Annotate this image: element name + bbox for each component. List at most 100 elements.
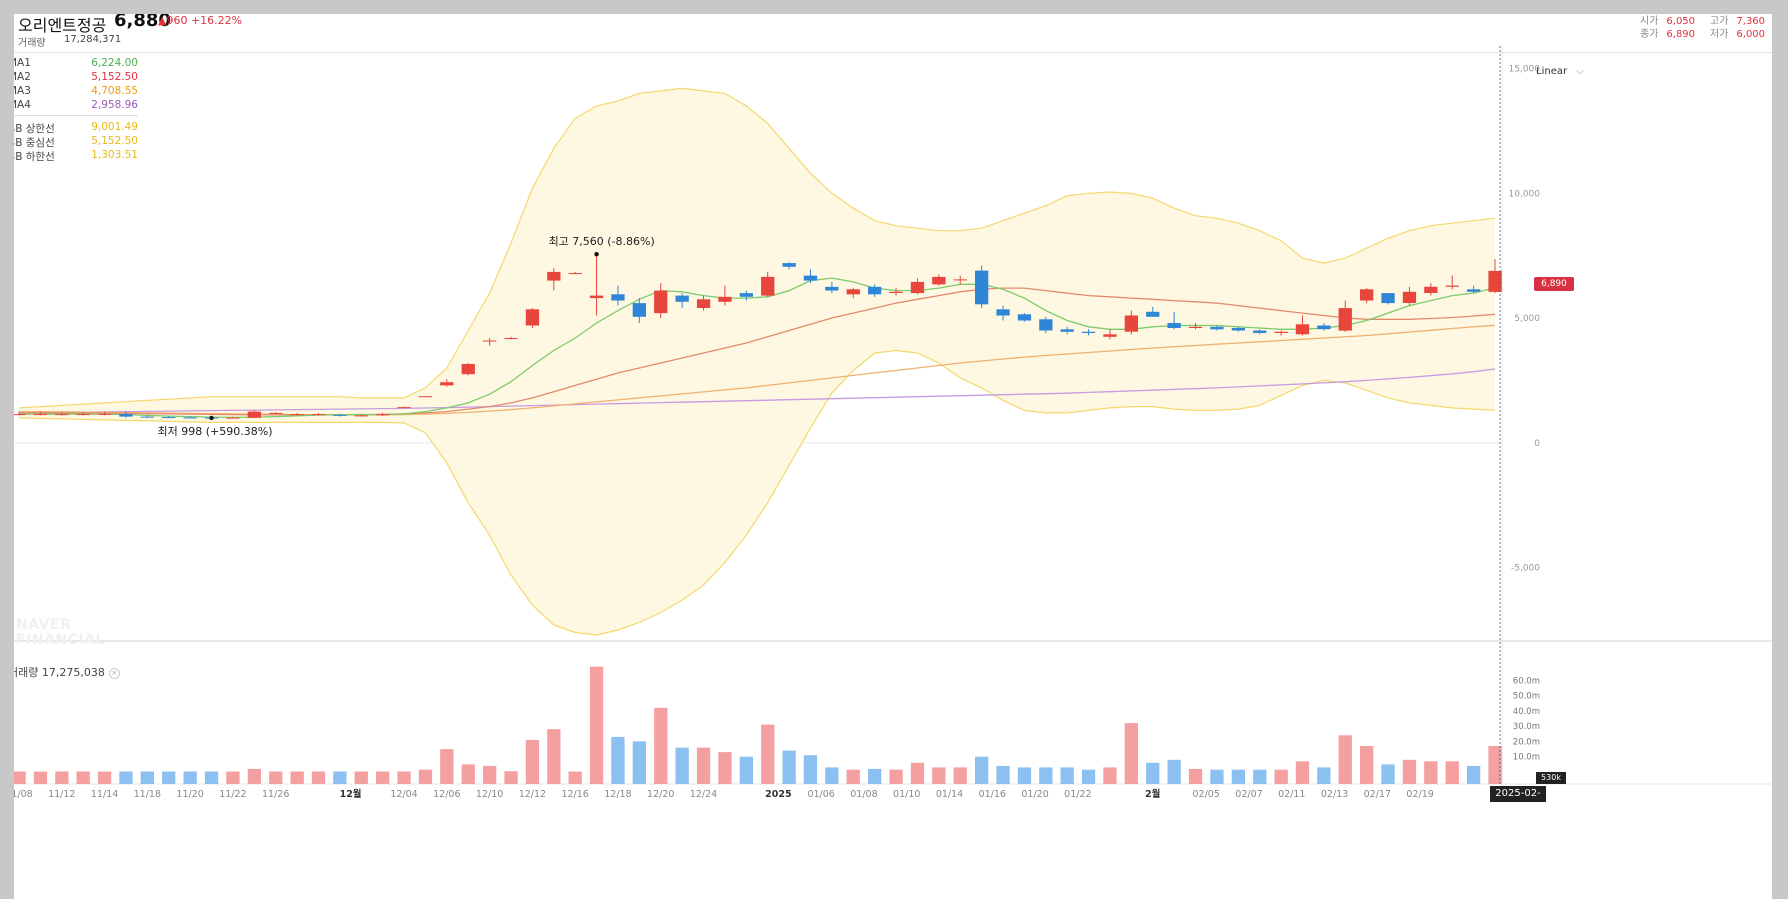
candle-body [354, 415, 368, 417]
candle-body [975, 270, 989, 305]
volume-bar [568, 771, 582, 784]
volume-bar [846, 769, 860, 784]
volume-bar [504, 771, 518, 784]
close-icon[interactable]: × [108, 668, 120, 679]
time-tick-label: 11/08 [14, 789, 33, 800]
legend-value: 6,224.00 [91, 57, 138, 69]
close-value: 6,890 [1666, 29, 1696, 40]
volume-bar [739, 756, 753, 784]
legend-name: BB 중심선 [14, 137, 55, 149]
candle-body [910, 281, 925, 294]
ma2-line [19, 287, 1496, 416]
candle-body [461, 364, 475, 375]
candle-body [504, 338, 518, 339]
candle-body [932, 276, 946, 285]
legend-name: MA1 [14, 57, 31, 69]
volume-bar [611, 736, 625, 784]
volume-bar [1338, 735, 1352, 784]
time-tick-label: 11/26 [262, 789, 289, 800]
time-tick-label: 2월 [1145, 788, 1160, 800]
candle-body [1338, 308, 1352, 331]
candle-body [696, 299, 711, 308]
volume-bar [1146, 762, 1160, 784]
candle-body [1060, 329, 1074, 332]
volume-bar [525, 739, 540, 784]
candle-body [1210, 326, 1224, 330]
volume-bar [1039, 767, 1053, 784]
price-tick-label: 10,000 [1509, 189, 1541, 199]
candle-body [739, 293, 753, 297]
time-tick-label: 01/10 [893, 789, 920, 800]
candle-body [397, 407, 411, 409]
legend-value: 1,303.51 [91, 149, 138, 161]
price-chart[interactable]: 최고 7,560 (-8.86%) 최저 998 (+590.38%) -5,000… [14, 14, 1772, 899]
volume-bar [547, 729, 561, 784]
volume-bar [1188, 768, 1203, 784]
candle-body [1402, 291, 1417, 303]
volume-bar [1424, 761, 1438, 784]
volume-label: 거래량 [18, 38, 46, 49]
legend-row-ma2: MA2 5,152.50 [14, 71, 138, 85]
volume-bar [868, 768, 882, 784]
legend-name: MA2 [14, 71, 31, 83]
volume-bar [654, 707, 668, 784]
volume-bar [440, 749, 454, 784]
volume-tick-label: 10.0m [1513, 753, 1540, 763]
low-value: 6,000 [1736, 29, 1766, 40]
candle-body [14, 414, 26, 416]
volume-bar [1381, 764, 1395, 784]
time-tick-label: 01/16 [979, 789, 1006, 800]
volume-tick-label: 20.0m [1513, 737, 1540, 747]
volume-tick-label: 30.0m [1513, 722, 1540, 732]
volume-bar [589, 666, 604, 784]
candle-body [953, 279, 967, 281]
time-tick-label: 11/12 [48, 789, 75, 800]
low-info: 저가 6,000 [1710, 25, 1765, 40]
time-tick-label: 12월 [340, 788, 362, 800]
candle-body [119, 414, 133, 417]
volume-bar [953, 767, 967, 784]
volume-bar [55, 771, 69, 784]
candle-body [76, 414, 90, 416]
open-label: 시가 [1640, 16, 1659, 27]
candle-body [1039, 319, 1053, 331]
time-tick-label: 11/22 [219, 789, 246, 800]
candle-body [1424, 286, 1438, 293]
volume-bar [975, 756, 989, 784]
ma1-line [19, 277, 1496, 419]
volume-bar [397, 771, 411, 784]
close-info: 종가 6,890 [1640, 25, 1695, 40]
candle-body [1167, 323, 1181, 328]
legend-row-bb-lower: BB 하한선 1,303.51 [14, 149, 138, 163]
time-tick-label: 02/05 [1193, 789, 1220, 800]
volume-bar [1017, 767, 1032, 784]
volume-bar [1060, 767, 1074, 784]
volume-bar [140, 771, 154, 784]
volume-bar [1317, 767, 1331, 784]
candle-body [868, 286, 882, 295]
volume-bar [97, 771, 112, 784]
volume-bar [803, 755, 818, 784]
candle-body [1017, 314, 1032, 321]
low-marker [209, 415, 214, 421]
candle-body [675, 295, 689, 302]
volume-bar [1081, 769, 1096, 784]
open-info: 시가 6,050 [1640, 14, 1695, 27]
legend-name: BB 하한선 [14, 151, 55, 163]
volume-bar [825, 767, 839, 784]
price-tick-label: 0 [1534, 439, 1540, 449]
high-annotation: 최고 7,560 (-8.86%) [549, 235, 655, 248]
candle-body [654, 290, 668, 314]
candle-body [290, 414, 304, 416]
time-tick-label: 12/04 [390, 789, 417, 800]
candle-body [1488, 270, 1502, 292]
time-tick-label: 2025 [765, 789, 791, 800]
scale-mode-button[interactable]: Linear ⌵ [1536, 66, 1584, 77]
time-tick-label: 02/19 [1406, 789, 1433, 800]
time-tick-label: 12/06 [433, 789, 460, 800]
candle-body [1295, 324, 1310, 335]
bb-lower-line [18, 349, 1496, 636]
time-tick-label: 01/22 [1064, 789, 1091, 800]
time-tick-label: 11/18 [134, 789, 161, 800]
chart-window: 오리엔트정공 6,880 ▲960 +16.22% 거래량 17,284,371… [14, 14, 1772, 899]
